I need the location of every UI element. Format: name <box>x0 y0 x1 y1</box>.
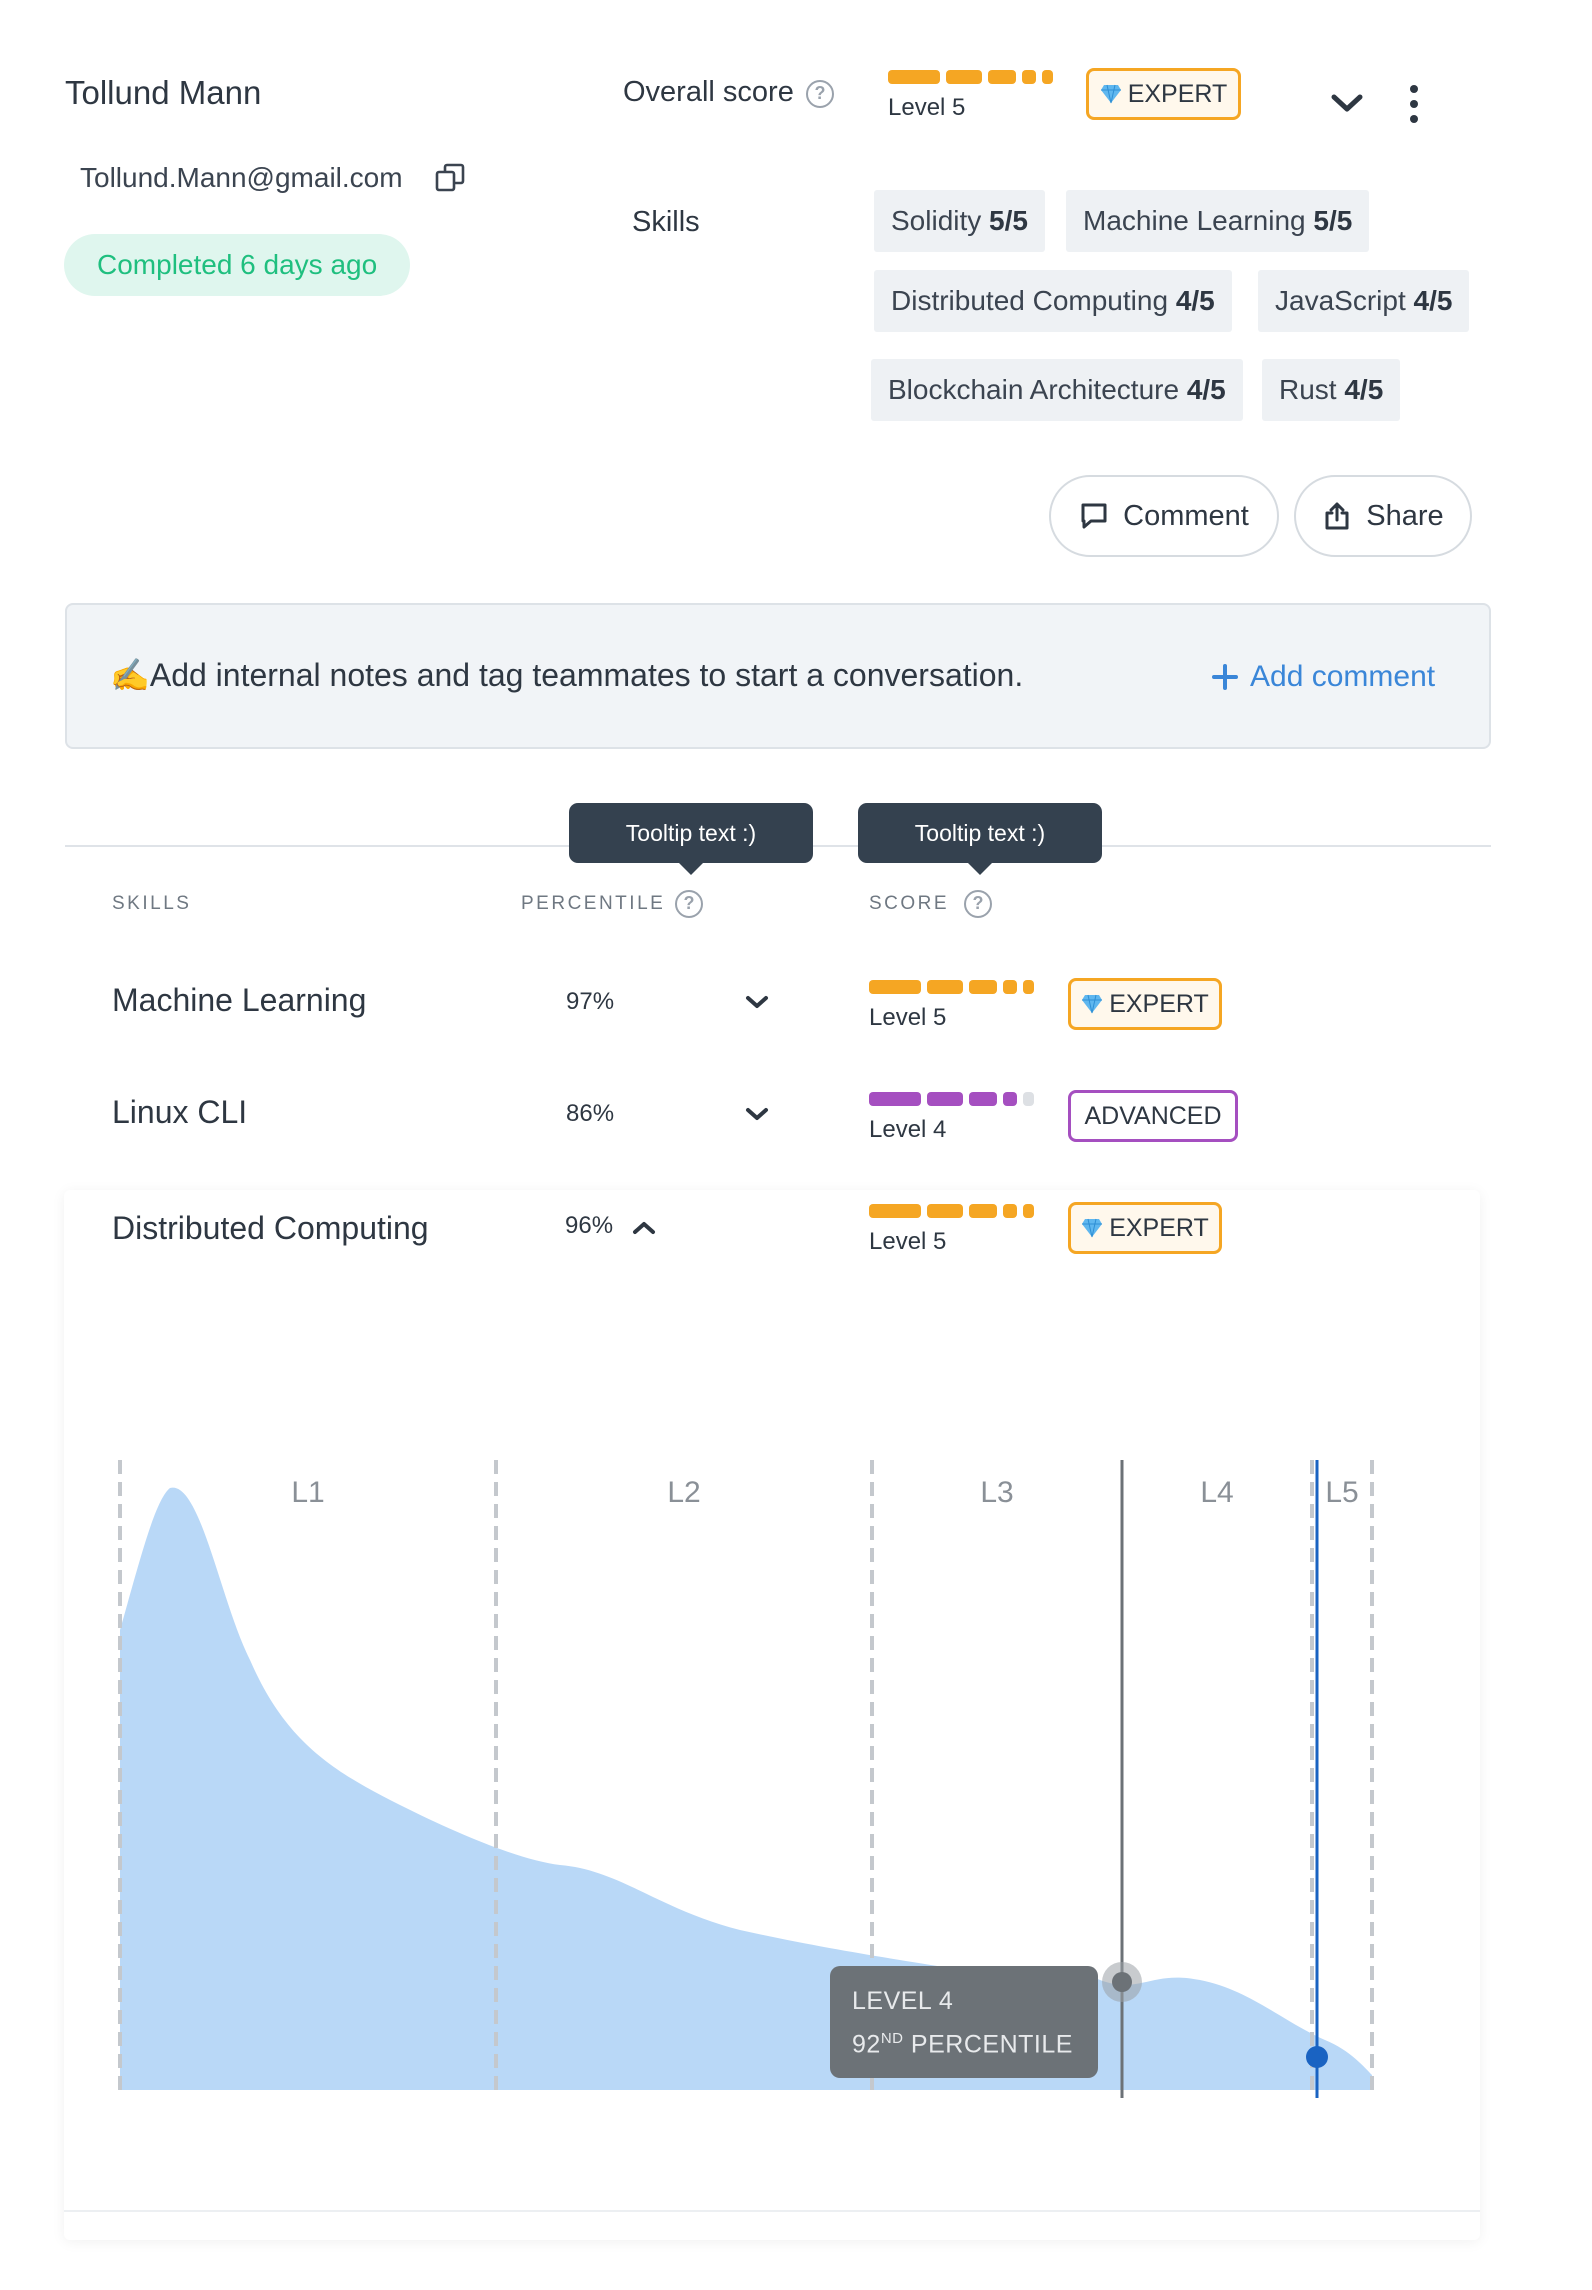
badge-label: EXPERT <box>1109 1213 1209 1242</box>
region-label: L3 <box>980 1476 1013 1509</box>
region-label: L4 <box>1200 1476 1233 1509</box>
skill-chip: JavaScript 4/5 <box>1258 270 1470 332</box>
skill-badge: ADVANCED <box>1068 1090 1238 1142</box>
comment-icon <box>1081 503 1107 529</box>
share-icon <box>1325 502 1349 530</box>
score-tooltip: Tooltip text :) <box>858 803 1102 875</box>
chevron-down-icon[interactable] <box>745 1106 769 1122</box>
overall-level-text: Level 5 <box>888 94 966 121</box>
region-label: L5 <box>1325 1476 1358 1509</box>
chevron-up-icon[interactable] <box>632 1220 656 1236</box>
candidate-marker-dot <box>1306 2046 1328 2068</box>
share-button-label: Share <box>1366 499 1444 532</box>
skill-chip: Distributed Computing 4/5 <box>874 270 1232 332</box>
level-4-marker-dot <box>1112 1972 1132 1992</box>
distribution-area <box>120 1487 1372 2090</box>
add-comment-label: Add comment <box>1250 660 1436 693</box>
column-header-skills: SKILLS <box>112 893 192 914</box>
candidate-name: Tollund Mann <box>65 74 262 111</box>
copy-icon[interactable] <box>434 162 466 194</box>
notes-prompt: ✍️Add internal notes and tag teammates t… <box>110 657 1024 693</box>
overall-score-label: Overall score <box>623 76 794 108</box>
more-options-icon[interactable] <box>1408 84 1420 124</box>
status-badge: Completed 6 days ago <box>64 234 411 296</box>
skill-level-bar <box>869 1204 1034 1218</box>
skill-level-text: Level 5 <box>869 1004 947 1031</box>
skill-level-bar <box>869 1092 1034 1106</box>
skill-level-text: Level 5 <box>869 1228 947 1255</box>
skill-name: Machine Learning <box>112 982 367 1018</box>
skill-percentile: 86% <box>566 1100 615 1127</box>
column-header-percentile: PERCENTILE <box>521 893 666 914</box>
comment-button-label: Comment <box>1123 499 1249 532</box>
skill-level-bar <box>869 980 1034 994</box>
skill-badge: EXPERT <box>1068 1202 1222 1254</box>
help-icon[interactable]: ? <box>806 80 834 108</box>
comment-button[interactable]: Comment <box>1049 475 1279 557</box>
writing-hand-icon: ✍️ <box>110 657 150 693</box>
skill-chip: Machine Learning 5/5 <box>1066 190 1370 252</box>
column-header-score: SCORE <box>869 893 950 914</box>
skill-name: Distributed Computing <box>112 1210 429 1246</box>
notes-banner <box>65 603 1491 749</box>
skill-name: Linux CLI <box>112 1094 248 1130</box>
add-comment-link[interactable]: Add comment <box>1212 660 1435 694</box>
skill-level-text: Level 4 <box>869 1116 947 1143</box>
chart-marker-tooltip: LEVEL 4 92ND PERCENTILE <box>830 1966 1098 2078</box>
skill-chip: Rust 4/5 <box>1262 359 1401 421</box>
candidate-email: Tollund.Mann@gmail.com <box>80 162 403 193</box>
region-label: L2 <box>667 1476 700 1509</box>
overall-level-bar <box>888 70 1053 84</box>
diamond-icon <box>1100 84 1121 104</box>
badge-label: EXPERT <box>1109 989 1209 1018</box>
skills-label: Skills <box>632 206 700 238</box>
region-label: L1 <box>291 1476 324 1509</box>
chevron-down-icon[interactable] <box>1330 92 1364 114</box>
badge-label: EXPERT <box>1127 79 1228 108</box>
diamond-icon <box>1082 994 1103 1014</box>
skill-percentile: 97% <box>566 988 615 1015</box>
skill-percentile: 96% <box>565 1212 614 1239</box>
skill-badge: EXPERT <box>1068 978 1222 1030</box>
card-divider <box>64 2210 1480 2212</box>
tooltip-level: LEVEL 4 <box>852 1987 954 2015</box>
skill-chip: Solidity 5/5 <box>874 190 1045 252</box>
diamond-icon <box>1082 1218 1103 1238</box>
plus-icon <box>1212 664 1238 690</box>
distribution-chart: L1 L2 L3 L4 L5 <box>118 1460 1374 2098</box>
skill-chip: Blockchain Architecture 4/5 <box>871 359 1243 421</box>
tooltip-percentile: 92ND PERCENTILE <box>852 2030 1073 2059</box>
help-icon[interactable]: ? <box>964 890 992 918</box>
badge-label: ADVANCED <box>1084 1101 1222 1130</box>
percentile-tooltip: Tooltip text :) <box>569 803 813 875</box>
chevron-down-icon[interactable] <box>745 994 769 1010</box>
share-button[interactable]: Share <box>1294 475 1472 557</box>
help-icon[interactable]: ? <box>675 890 703 918</box>
overall-badge: EXPERT <box>1086 68 1241 120</box>
